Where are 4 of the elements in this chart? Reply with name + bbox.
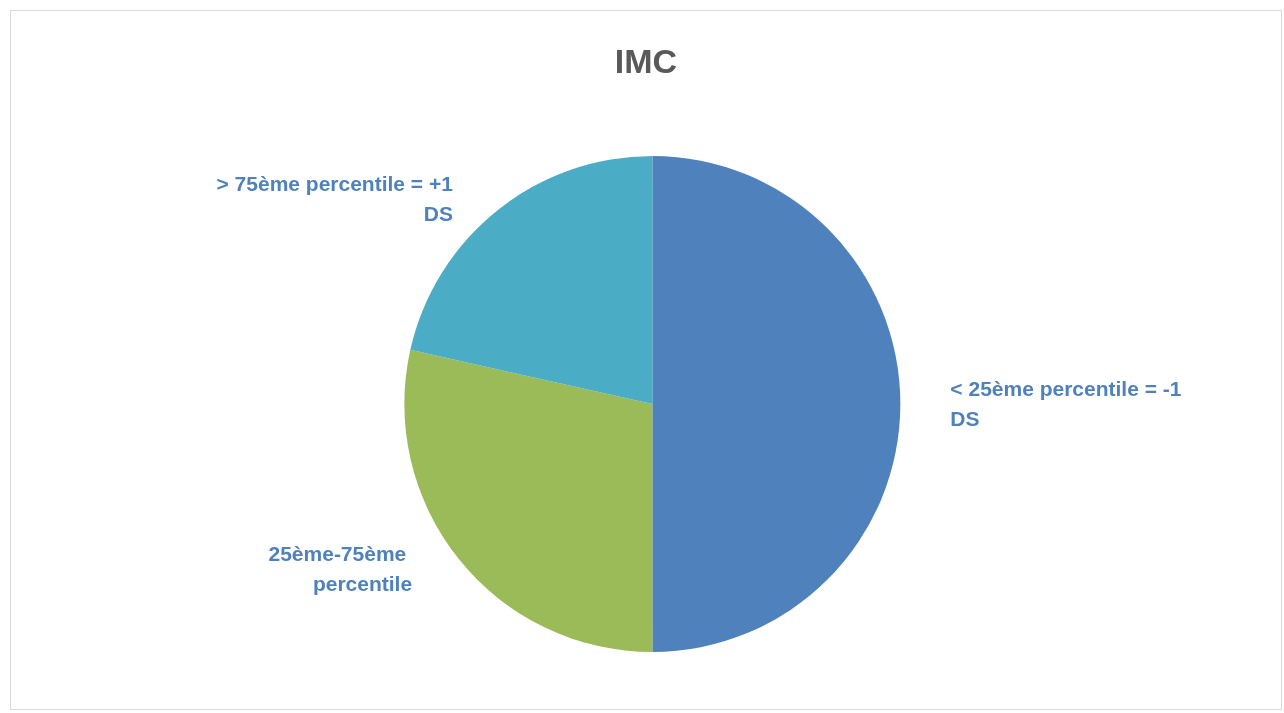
chart-title: IMC [614,42,678,80]
slice-label: < 25ème percentile = -1 DS [950,377,1188,431]
slice-label: 25ème-75ème percentile [268,541,413,595]
slice-label: > 75ème percentile = +1 DS [216,172,454,226]
